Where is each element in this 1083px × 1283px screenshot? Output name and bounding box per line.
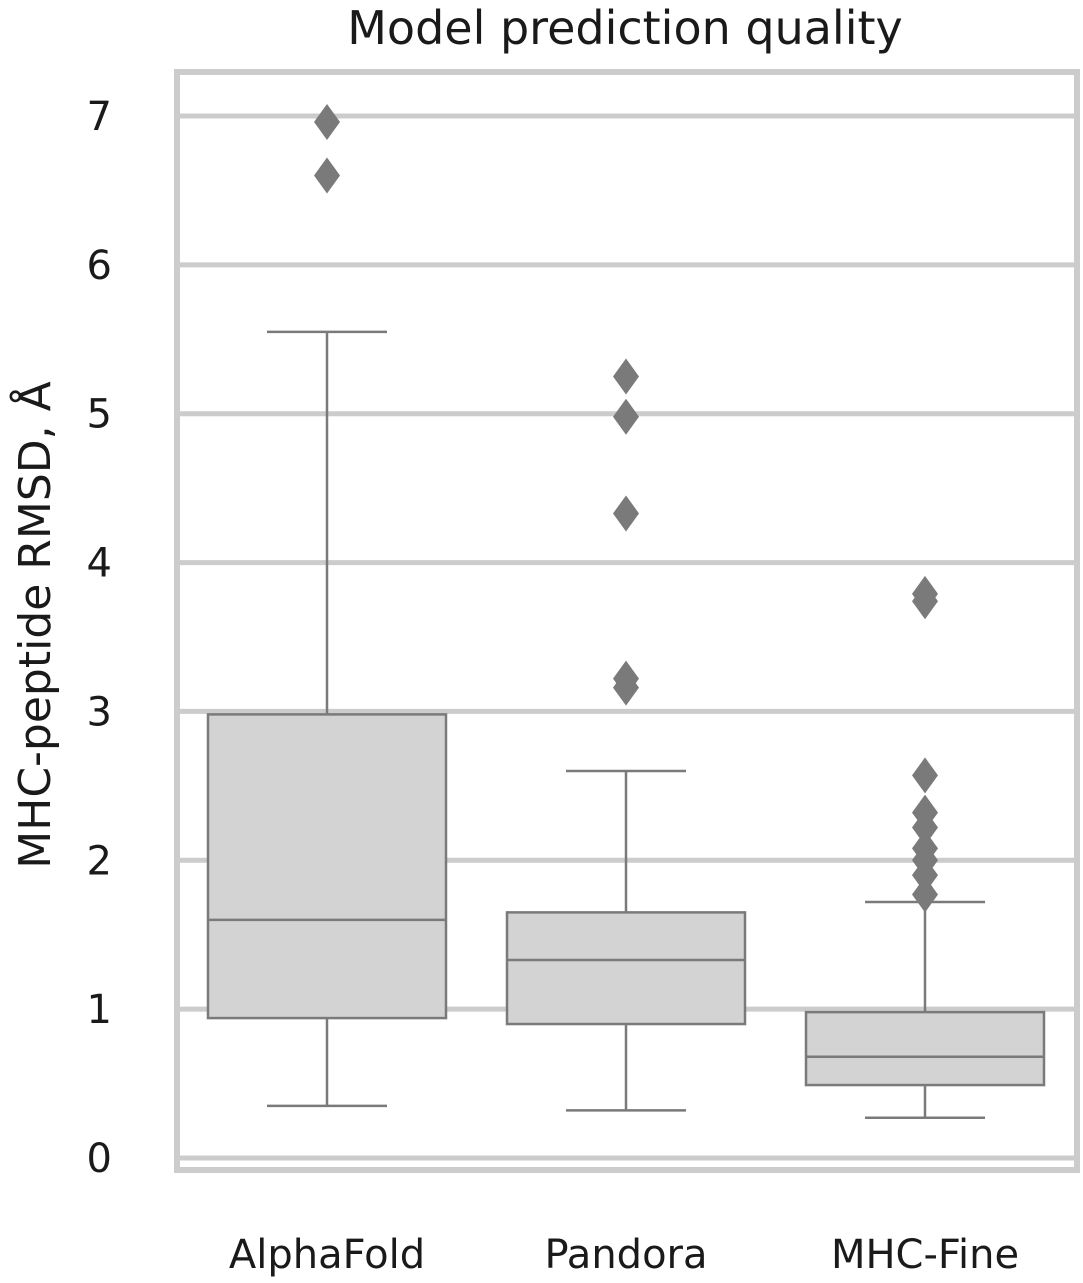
plot-frame — [174, 69, 1080, 1173]
x-category-labels: AlphaFold Pandora MHC-Fine — [229, 1232, 1019, 1278]
iqr-box — [505, 911, 747, 1026]
y-tick-label: 3 — [87, 689, 112, 735]
y-tick-labels: 0 1 2 3 4 5 6 7 — [87, 94, 112, 1182]
box-mhc-fine — [804, 575, 1046, 1120]
outlier-point — [912, 794, 938, 831]
box-pandora — [505, 358, 747, 1112]
outlier-point — [912, 757, 938, 794]
outlier-point — [314, 157, 340, 194]
y-tick-label: 1 — [87, 987, 112, 1033]
outlier-point — [613, 398, 639, 435]
box-plots — [206, 103, 1046, 1120]
outlier-point — [314, 103, 340, 140]
outlier-point — [912, 575, 938, 612]
y-tick-label: 7 — [87, 94, 112, 140]
y-tick-label: 4 — [87, 541, 112, 587]
box-alphafold — [206, 103, 448, 1108]
outlier-point — [613, 660, 639, 697]
y-tick-label: 2 — [87, 838, 112, 884]
outlier-point — [912, 830, 938, 867]
outlier-point — [613, 358, 639, 395]
y-tick-label: 0 — [87, 1136, 112, 1182]
outlier-point — [912, 876, 938, 913]
y-tick-label: 5 — [87, 392, 112, 438]
x-category-label: AlphaFold — [229, 1232, 425, 1278]
iqr-box — [804, 1010, 1046, 1087]
iqr-box — [206, 713, 448, 1020]
x-category-label: MHC-Fine — [831, 1232, 1019, 1278]
y-axis-label: MHC-peptide RMSD, Å — [8, 381, 61, 868]
chart-title: Model prediction quality — [347, 1, 903, 55]
x-category-label: Pandora — [544, 1232, 707, 1278]
outlier-point — [613, 495, 639, 532]
y-tick-label: 6 — [87, 243, 112, 289]
